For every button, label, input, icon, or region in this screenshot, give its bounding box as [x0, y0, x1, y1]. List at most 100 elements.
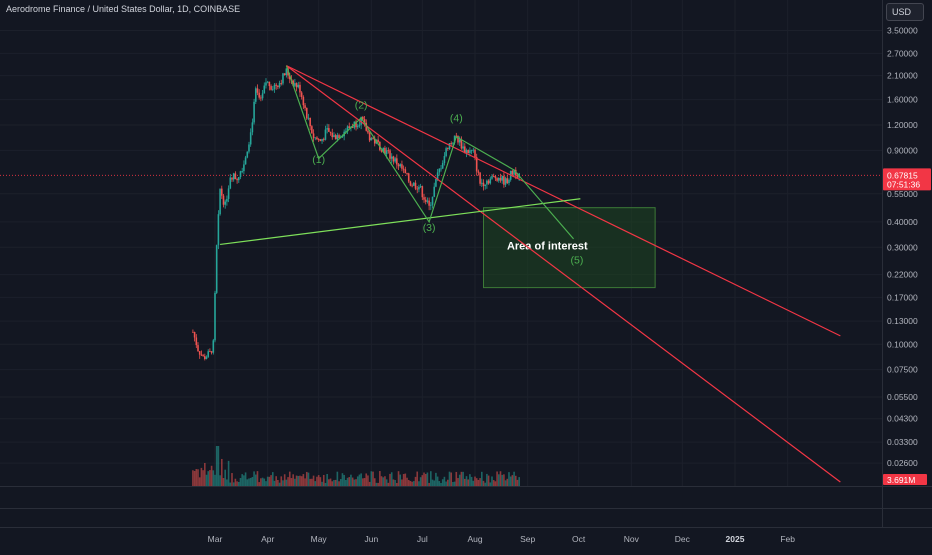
- candle-body: [506, 178, 509, 184]
- volume-bar: [489, 482, 492, 486]
- candle-body: [237, 177, 240, 181]
- candle-body: [392, 156, 395, 162]
- price-tick-label: 1.20000: [887, 120, 918, 130]
- candle-body: [390, 156, 393, 159]
- volume-bar: [294, 478, 296, 486]
- volume-bar: [207, 471, 210, 486]
- volume-bar: [460, 471, 463, 486]
- candle-body: [312, 133, 315, 139]
- volume-bar: [266, 476, 269, 486]
- volume-bar: [465, 476, 468, 486]
- volume-bar: [513, 471, 515, 486]
- volume-bar: [341, 473, 344, 486]
- volume-bar: [430, 471, 432, 486]
- volume-bar: [261, 477, 264, 486]
- volume-bar: [375, 482, 378, 486]
- volume-bar: [253, 471, 255, 486]
- volume-bar: [479, 478, 481, 486]
- currency-button[interactable]: USD: [886, 3, 924, 21]
- candle-body: [328, 128, 330, 132]
- volume-bar: [413, 481, 415, 486]
- volume-bar: [443, 476, 446, 486]
- time-tick-label: Sep: [520, 534, 535, 544]
- candle-body: [445, 148, 447, 157]
- trendline: [220, 198, 581, 246]
- candle-body: [278, 82, 281, 88]
- candle-body: [333, 135, 335, 138]
- candle-body: [384, 147, 386, 155]
- candle-body: [416, 188, 419, 190]
- candle-body: [254, 88, 257, 102]
- candle-body: [202, 355, 204, 357]
- volume-bar: [317, 475, 320, 486]
- candle-body: [496, 178, 498, 181]
- volume-bar: [448, 471, 451, 486]
- candle-body: [373, 138, 376, 144]
- wave-label: (1): [312, 154, 325, 166]
- volume-bar: [195, 469, 198, 486]
- candle-body: [309, 117, 311, 127]
- candle-body: [243, 164, 245, 172]
- price-tick-label: 1.60000: [887, 95, 918, 105]
- price-tick-label: 0.07500: [887, 365, 918, 375]
- candle-body: [319, 139, 322, 142]
- volume-bar: [399, 474, 402, 486]
- candle-body: [431, 196, 434, 205]
- wave-label: (3): [423, 222, 436, 234]
- volume-bar: [231, 473, 233, 486]
- candle-body: [275, 84, 277, 86]
- candle-body: [294, 83, 296, 86]
- volume-bar: [192, 470, 194, 486]
- volume-bar: [409, 480, 412, 486]
- candle-body: [268, 81, 271, 87]
- volume-bar: [384, 476, 386, 486]
- volume-bar: [205, 474, 208, 486]
- candle-body: [295, 83, 298, 88]
- candle-body: [367, 130, 369, 133]
- volume-bar: [222, 478, 225, 486]
- price-tick-label: 0.17000: [887, 292, 918, 302]
- volume-bar: [467, 479, 470, 486]
- volume-bar: [411, 481, 413, 486]
- volume-bar: [328, 479, 330, 486]
- candle-body: [292, 80, 294, 86]
- time-axis[interactable]: Mar Apr May Jun Jul Aug Sep Oct Nov Dec 2025 Feb: [208, 534, 796, 544]
- candle-body: [385, 150, 388, 155]
- candle-body: [204, 356, 206, 359]
- volume-bar: [193, 470, 196, 486]
- candle-body: [407, 173, 410, 182]
- time-tick-label: Nov: [624, 534, 640, 544]
- volume-bar: [292, 474, 294, 486]
- candle-body: [239, 171, 242, 178]
- volume-bar: [397, 471, 400, 486]
- volume-bar: [360, 473, 362, 486]
- candle-body: [452, 142, 454, 144]
- volume-bar: [321, 481, 323, 486]
- candle-body: [474, 149, 476, 158]
- candle-body: [489, 178, 492, 184]
- volume-bar: [277, 479, 279, 486]
- volume-bar: [404, 473, 407, 486]
- candle-body: [224, 201, 226, 205]
- candle-body: [234, 173, 237, 180]
- candles: [192, 67, 520, 361]
- price-axis[interactable]: 3.50000 2.70000 2.10000 1.60000 1.20000 0.900…: [883, 25, 931, 485]
- volume-bar: [367, 475, 369, 486]
- volume-bar: [464, 478, 466, 486]
- candle-body: [348, 126, 351, 128]
- time-tick-label: Jun: [364, 534, 378, 544]
- candle-body: [329, 131, 332, 133]
- volume-bar: [260, 478, 262, 486]
- candle-body: [356, 125, 359, 128]
- candle-body: [440, 168, 442, 170]
- volume-bar: [394, 480, 396, 486]
- candle-body: [475, 157, 478, 172]
- volume-bar: [387, 482, 390, 486]
- area-of-interest-zone: Area of interest: [482, 207, 656, 289]
- volume-bar: [282, 480, 284, 486]
- candle-body: [263, 85, 266, 94]
- volume-bar: [217, 446, 220, 486]
- candle-body: [219, 188, 221, 215]
